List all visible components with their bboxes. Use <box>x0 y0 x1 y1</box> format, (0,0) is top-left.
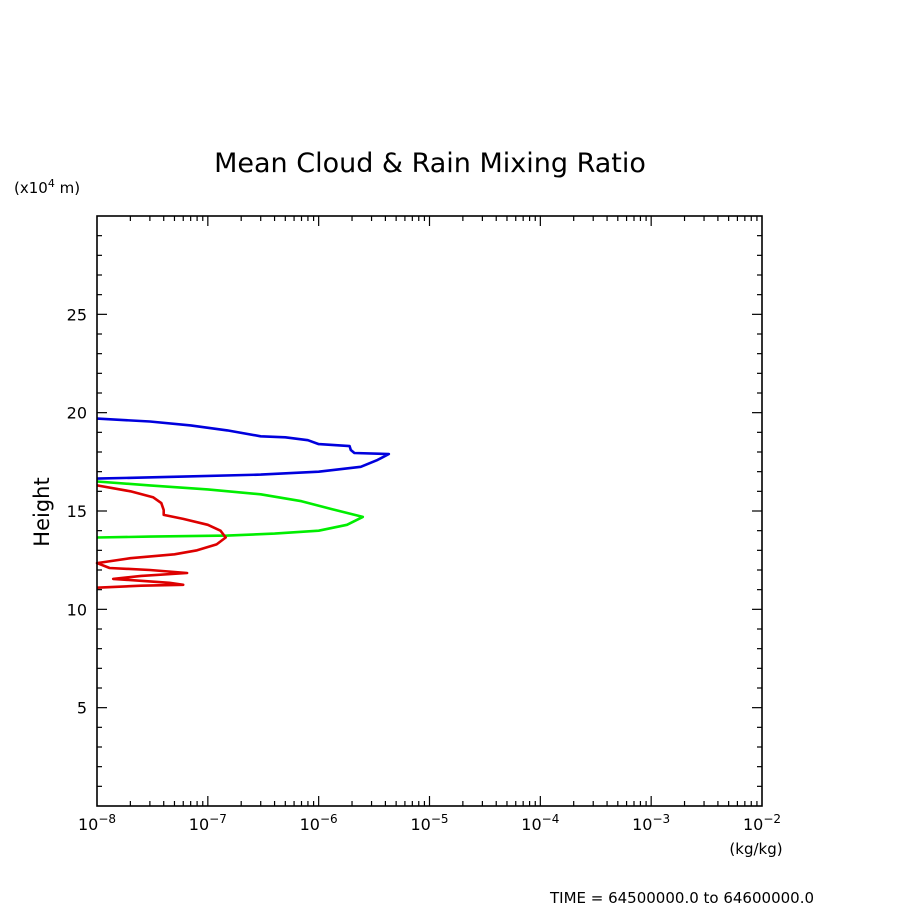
x-tick-label: 10−8 <box>78 812 116 834</box>
y-axis-label: Height <box>30 477 54 546</box>
y-tick-label: 5 <box>77 699 87 718</box>
y-tick-label: 15 <box>67 502 87 521</box>
x-tick-label: 10−2 <box>743 812 781 834</box>
chart-title: Mean Cloud & Rain Mixing Ratio <box>214 148 646 179</box>
x-tick-label: 10−6 <box>300 812 338 834</box>
y-tick-label: 25 <box>67 305 87 324</box>
x-tick-labels: 10−8 10−7 10−6 10−5 10−4 10−3 10−2 <box>78 812 781 834</box>
series-line-3 <box>95 484 227 589</box>
y-unit-prefix: (x10 <box>14 179 48 197</box>
y-unit-label: (x104 m) <box>14 177 80 197</box>
time-range-label: TIME = 64500000.0 to 64600000.0 <box>549 889 814 904</box>
x-unit-label: (kg/kg) <box>729 840 782 858</box>
y-tick-label: 10 <box>67 600 87 619</box>
series-layer <box>95 417 391 589</box>
y-tick-labels: 5 10 15 20 25 <box>67 305 87 717</box>
ticks-layer <box>97 216 762 806</box>
plot-frame <box>96 215 763 807</box>
series-line-2 <box>96 480 365 539</box>
series-line-1 <box>96 417 391 480</box>
x-tick-label: 10−4 <box>521 812 559 834</box>
x-tick-label: 10−7 <box>189 812 227 834</box>
x-tick-label: 10−3 <box>632 812 670 834</box>
y-unit-exponent: 4 <box>48 177 55 190</box>
y-unit-suffix: m) <box>55 179 80 197</box>
y-tick-label: 20 <box>67 404 87 423</box>
x-tick-label: 10−5 <box>410 812 448 834</box>
